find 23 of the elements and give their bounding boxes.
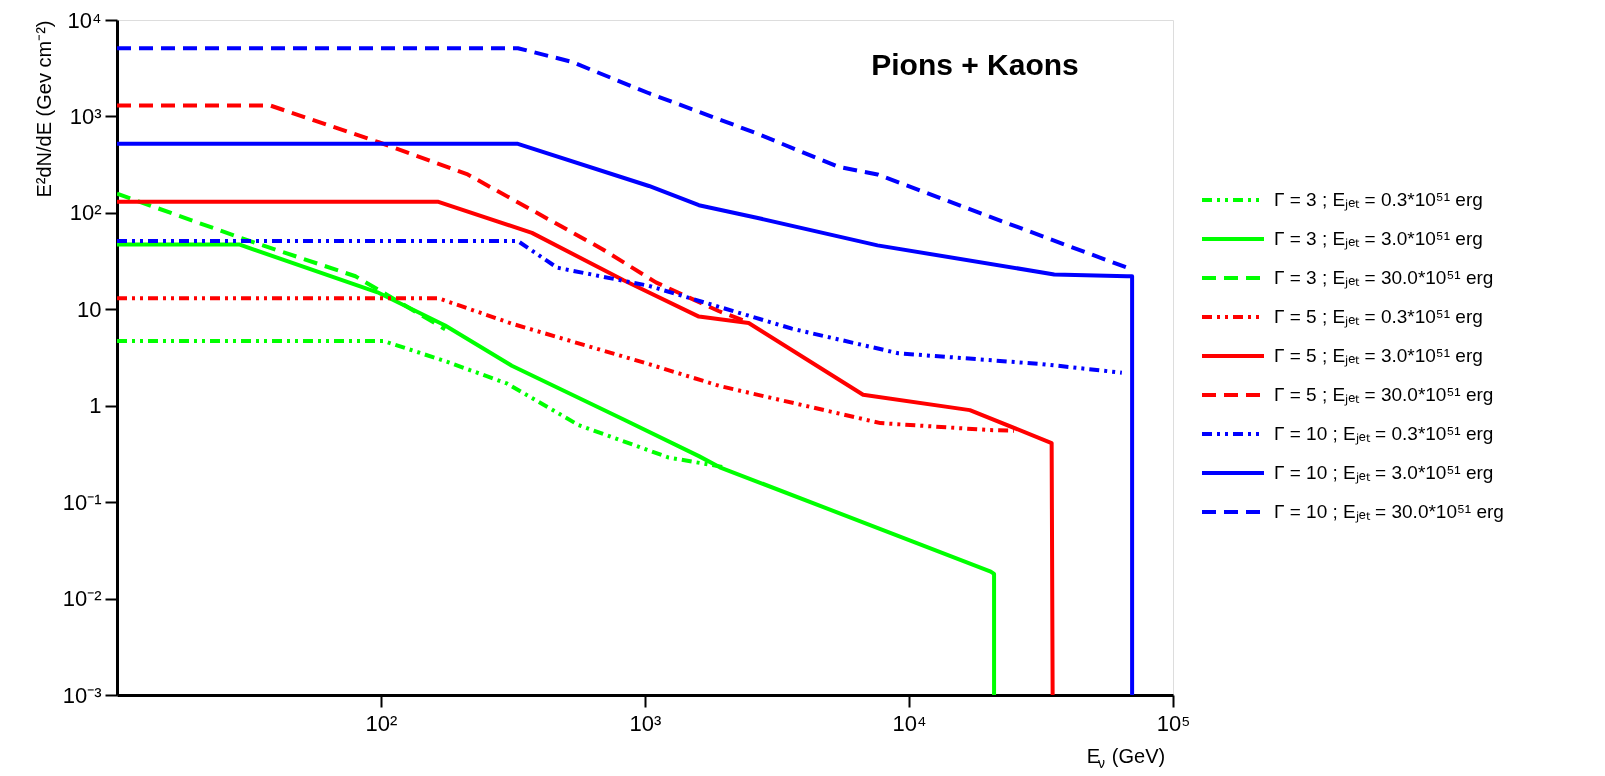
legend-label: Γ = 3 ; Eⱼₑₜ = 0.3*10⁵¹ erg	[1274, 189, 1483, 211]
legend-label: Γ = 3 ; Eⱼₑₜ = 30.0*10⁵¹ erg	[1274, 267, 1494, 289]
y-axis-title: E²dN/dE (Gev cm⁻²)	[32, 20, 55, 198]
x-tick-label: 10²	[365, 710, 398, 736]
y-tick-label: 10²	[69, 200, 102, 226]
legend-label: Γ = 5 ; Eⱼₑₜ = 0.3*10⁵¹ erg	[1274, 306, 1483, 328]
y-tick-label: 10⁻³	[62, 682, 102, 708]
y-tick-label: 10	[77, 296, 102, 322]
x-tick-label: 10³	[629, 710, 662, 736]
x-tick-label: 10⁴	[892, 710, 927, 736]
legend-label: Γ = 5 ; Eⱼₑₜ = 3.0*10⁵¹ erg	[1274, 345, 1483, 367]
y-tick-label: 10⁴	[67, 7, 102, 33]
legend-label: Γ = 10 ; Eⱼₑₜ = 3.0*10⁵¹ erg	[1274, 462, 1494, 484]
x-tick-label: 10⁵	[1156, 710, 1191, 736]
legend-label: Γ = 10 ; Eⱼₑₜ = 0.3*10⁵¹ erg	[1274, 423, 1494, 445]
y-tick-label: 10⁻²	[62, 586, 102, 612]
y-tick-label: 10³	[69, 103, 102, 129]
y-tick-label: 1	[89, 393, 102, 419]
legend-label: Γ = 3 ; Eⱼₑₜ = 3.0*10⁵¹ erg	[1274, 228, 1483, 250]
text: Pions + Kaons	[871, 48, 1079, 81]
legend-label: Γ = 10 ; Eⱼₑₜ = 30.0*10⁵¹ erg	[1274, 501, 1504, 523]
y-tick-label: 10⁻¹	[62, 489, 102, 515]
legend-label: Γ = 5 ; Eⱼₑₜ = 30.0*10⁵¹ erg	[1274, 384, 1494, 406]
